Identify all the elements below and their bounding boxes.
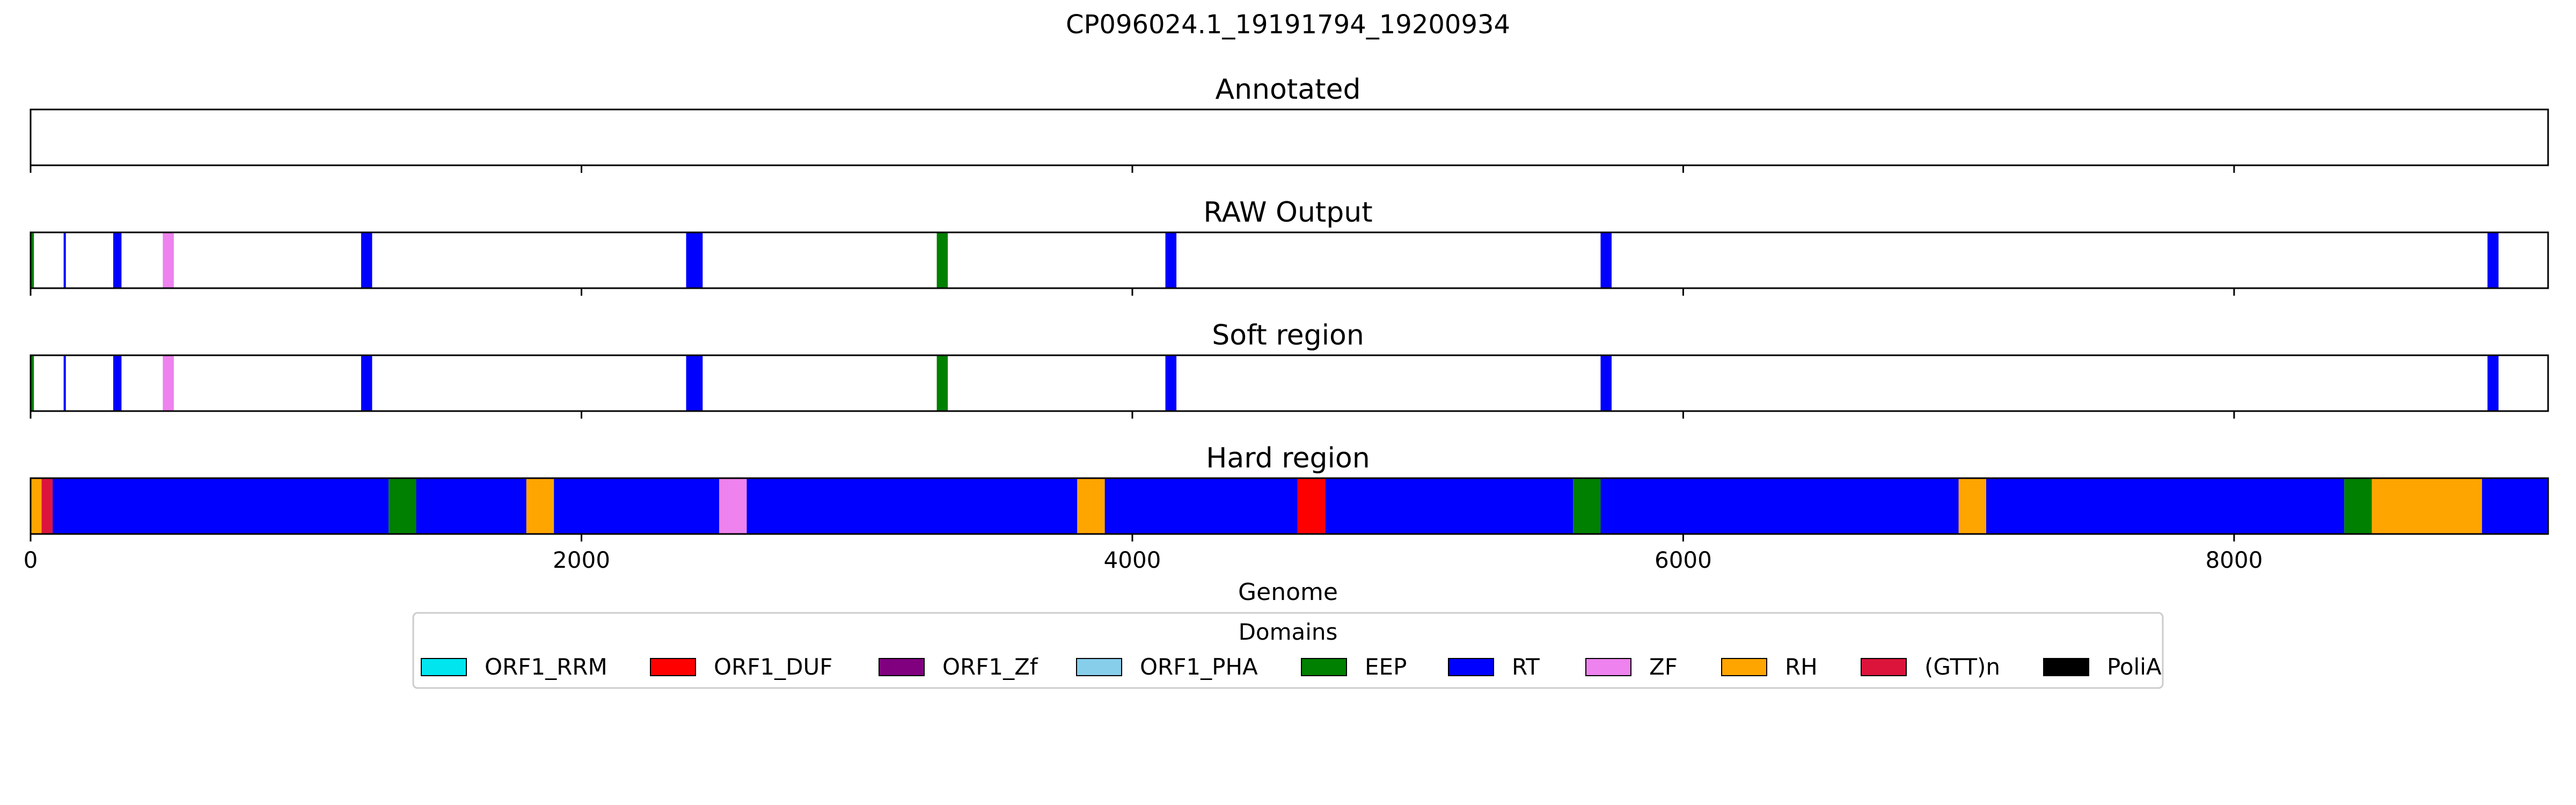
panel-title: Soft region	[1212, 319, 1364, 352]
domain-segment	[2482, 478, 2548, 534]
legend-swatch	[1722, 658, 1767, 676]
legend-swatch	[1077, 658, 1122, 676]
legend-label: EEP	[1365, 654, 1407, 680]
legend-swatch	[879, 658, 924, 676]
domain-segment	[163, 232, 174, 288]
x-tick-label: 0	[24, 547, 38, 573]
legend-swatch	[1301, 658, 1346, 676]
domain-segment	[1573, 478, 1600, 534]
domain-segment	[1166, 355, 1177, 411]
domain-segment	[416, 478, 526, 534]
x-tick-label: 2000	[553, 547, 610, 573]
domain-segment	[1600, 478, 1958, 534]
domain-segment	[113, 232, 121, 288]
panel-background	[31, 109, 2548, 165]
domain-segment	[361, 355, 372, 411]
legend-title: Domains	[1239, 619, 1338, 645]
domain-segment	[1077, 478, 1104, 534]
domain-segment	[1325, 478, 1573, 534]
domain-segment	[361, 232, 372, 288]
legend-swatch	[421, 658, 466, 676]
domain-segment	[2487, 232, 2499, 288]
domain-segment	[937, 232, 948, 288]
x-tick-label: 6000	[1655, 547, 1712, 573]
legend-label: PoliA	[2107, 654, 2162, 680]
panel-background	[31, 355, 2548, 411]
domain-segment	[389, 478, 416, 534]
domain-segment	[42, 478, 53, 534]
domain-segment	[53, 478, 389, 534]
domain-segment	[719, 478, 747, 534]
domain-segment	[113, 355, 121, 411]
domain-segment	[1298, 478, 1325, 534]
domain-segment	[1600, 232, 1612, 288]
domain-segment	[163, 355, 174, 411]
domain-segment	[2344, 478, 2372, 534]
panel-background	[31, 232, 2548, 288]
panel-title: RAW Output	[1203, 196, 1372, 229]
legend-label: RT	[1512, 654, 1540, 680]
x-axis: Genome 0 2000 4000 6000 8000	[24, 547, 2263, 606]
domain-segment	[686, 232, 703, 288]
x-axis-label: Genome	[1238, 579, 1338, 606]
legend-label: ORF1_PHA	[1140, 654, 1258, 680]
domain-segment	[1600, 355, 1612, 411]
legend-label: (GTT)n	[1924, 654, 2000, 680]
panel-annotated: Annotated	[31, 74, 2548, 173]
panel-title: Hard region	[1206, 442, 1370, 474]
panel-raw-output: RAW Output	[31, 196, 2548, 296]
x-tick-label: 8000	[2205, 547, 2263, 573]
domain-segment	[2487, 355, 2499, 411]
figure-title: CP096024.1_19191794_19200934	[1066, 10, 1510, 40]
panel-soft-region: Soft region	[31, 319, 2548, 419]
domain-segment	[686, 355, 703, 411]
domain-segment	[554, 478, 719, 534]
domain-segment	[2372, 478, 2482, 534]
domain-segment	[526, 478, 554, 534]
legend-swatch	[1861, 658, 1906, 676]
legend-swatch	[2044, 658, 2089, 676]
legend-swatch	[1586, 658, 1631, 676]
domain-segment	[1959, 478, 1986, 534]
legend-label: ORF1_Zf	[942, 654, 1038, 680]
legend-label: ORF1_RRM	[485, 654, 608, 680]
x-tick-label: 4000	[1104, 547, 1161, 573]
domain-segment	[1986, 478, 2344, 534]
domain-segment	[1166, 232, 1177, 288]
domain-segment	[64, 232, 66, 288]
domain-segment	[31, 478, 42, 534]
legend-label: ORF1_DUF	[714, 654, 832, 680]
panel-title: Annotated	[1216, 74, 1361, 106]
legend-swatch	[1448, 658, 1494, 676]
legend-label: ZF	[1649, 654, 1678, 680]
domain-segment	[747, 478, 1077, 534]
track-panels: Annotated RAW Output Soft region Hard regio…	[31, 74, 2548, 541]
legend-swatch	[650, 658, 696, 676]
domain-segment	[937, 355, 948, 411]
panel-hard-region: Hard region	[31, 442, 2548, 541]
domain-segment	[64, 355, 66, 411]
legend-label: RH	[1785, 654, 1818, 680]
domain-legend: Domains ORF1_RRM ORF1_DUF ORF1_Zf ORF1_PHA E…	[413, 613, 2163, 688]
domain-segment	[1105, 478, 1298, 534]
